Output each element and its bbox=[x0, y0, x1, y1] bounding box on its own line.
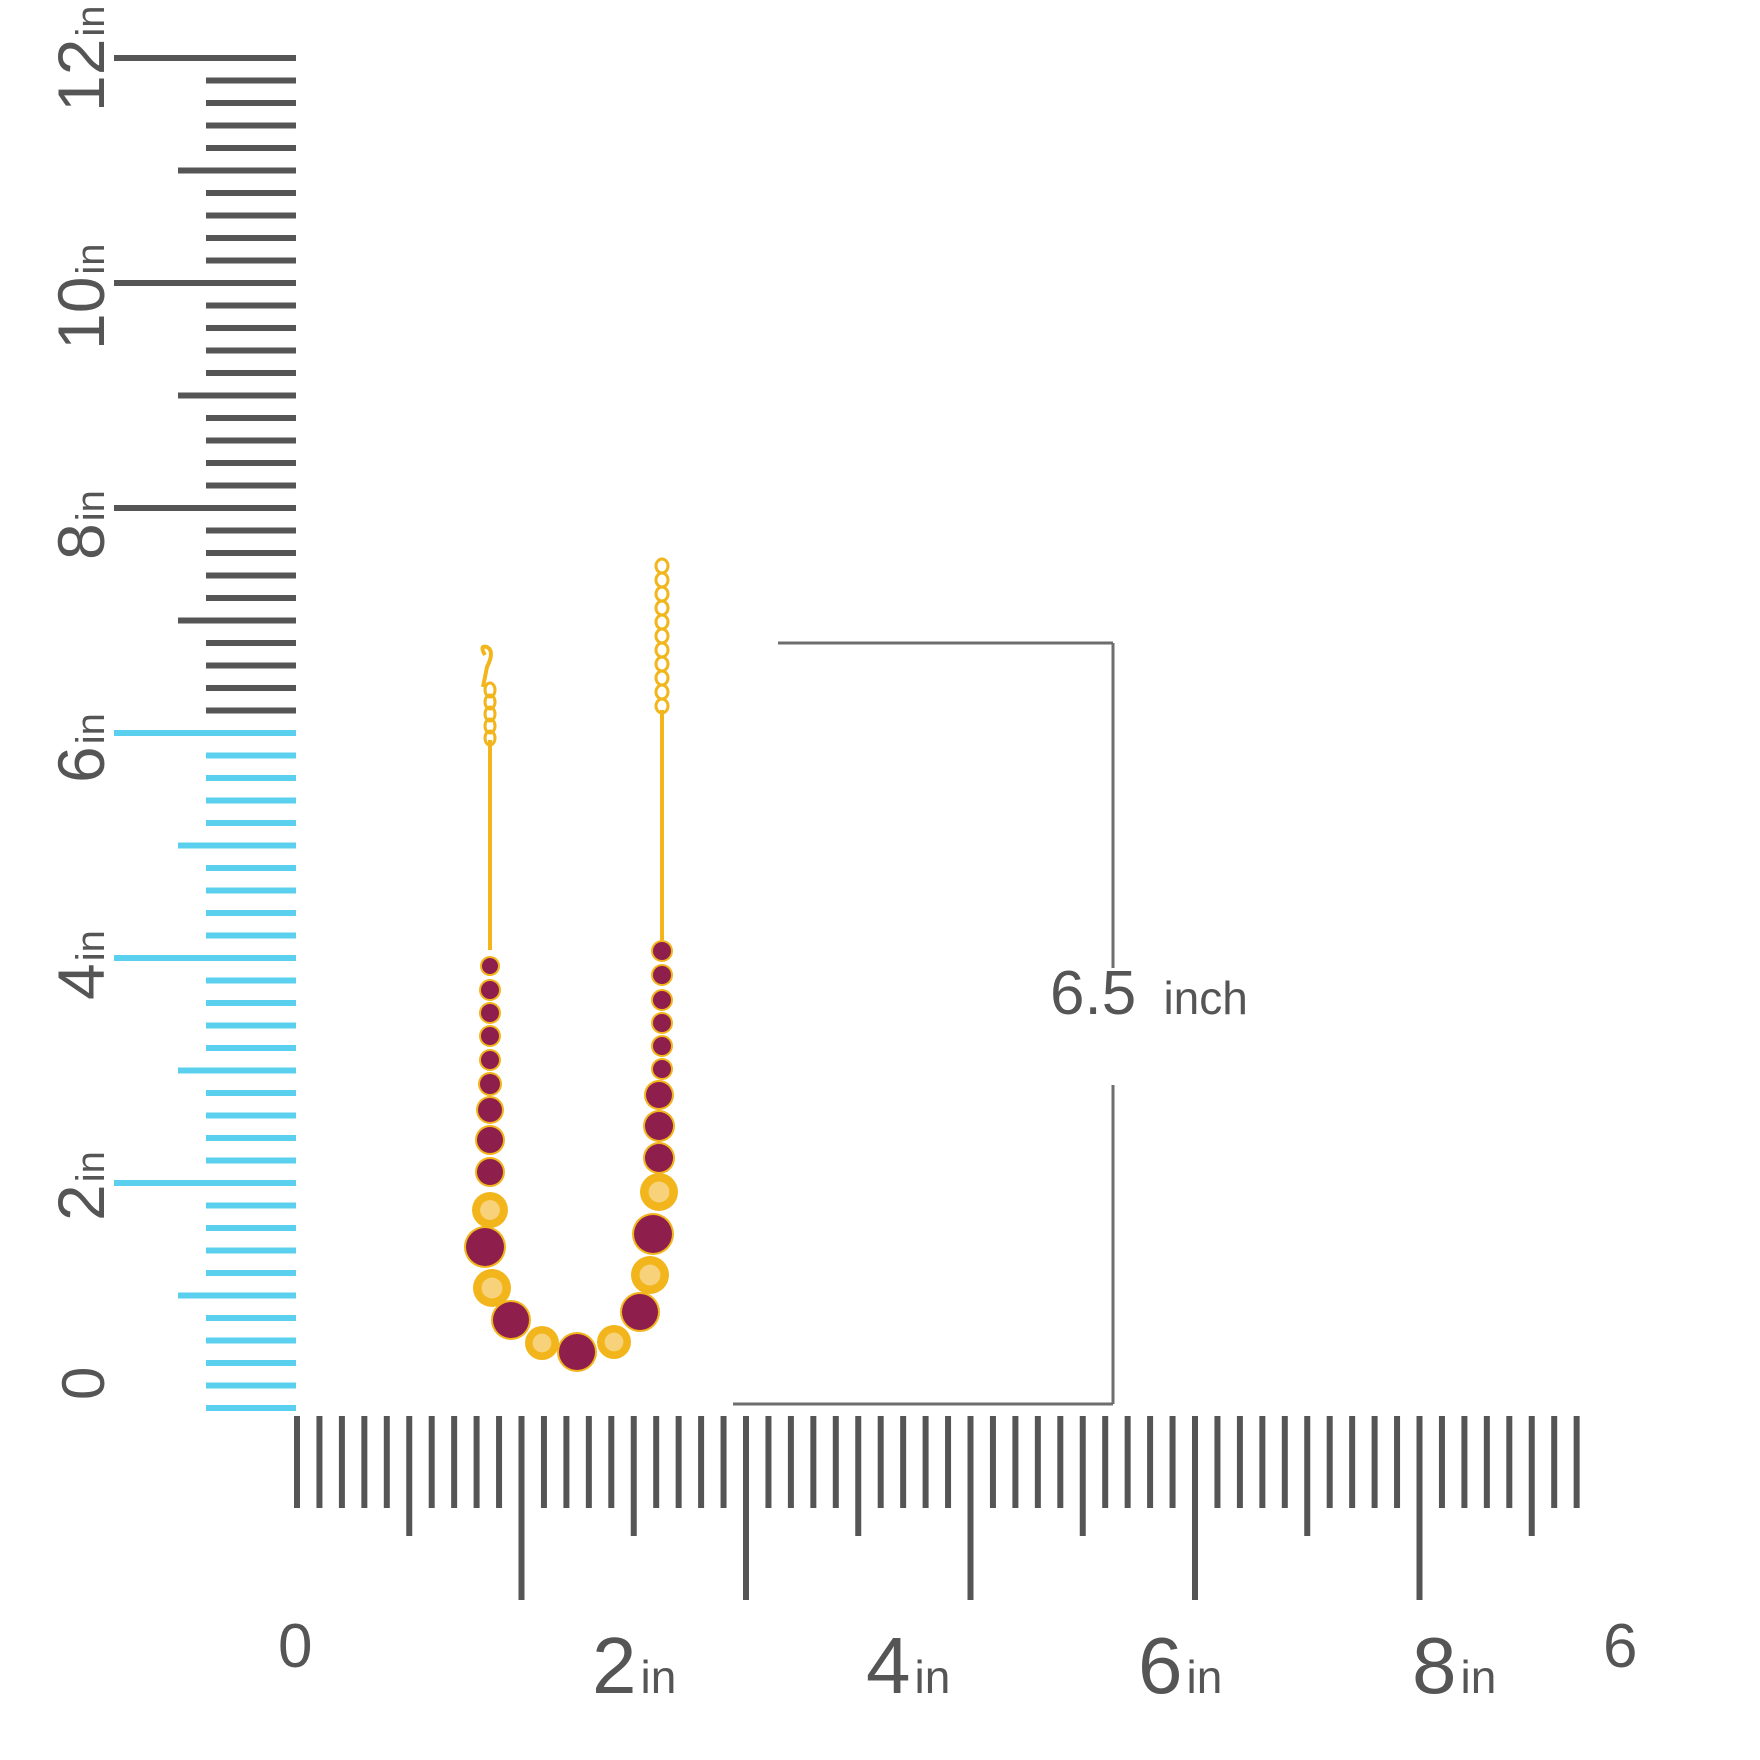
ruby-bead bbox=[477, 1127, 503, 1153]
vertical-ruler-label-unit: in bbox=[69, 243, 113, 274]
necklace-image bbox=[464, 557, 678, 1372]
vertical-ruler-label: 6in bbox=[44, 713, 118, 783]
gold-bead-detail bbox=[604, 1332, 624, 1352]
horizontal-ruler-zero-label: 0 bbox=[278, 1612, 312, 1681]
extender-link bbox=[654, 669, 670, 687]
horizontal-ruler-label: 4in bbox=[866, 1621, 950, 1710]
ruby-bead bbox=[653, 966, 671, 984]
ruby-bead bbox=[653, 1014, 671, 1032]
extender-link bbox=[654, 557, 670, 575]
vertical-ruler-label-number: 2 bbox=[44, 1184, 118, 1221]
ruby-bead bbox=[653, 1037, 671, 1055]
gold-bead-detail bbox=[639, 1264, 661, 1286]
horizontal-ruler-end-label: 6 bbox=[1603, 1612, 1637, 1681]
ruby-bead bbox=[653, 942, 671, 960]
hook-clasp bbox=[480, 644, 493, 688]
vertical-ruler-label: 12in bbox=[44, 5, 118, 112]
gold-bead-detail bbox=[648, 1181, 670, 1203]
chain-link bbox=[483, 681, 497, 699]
ruby-bead bbox=[481, 1027, 499, 1045]
vertical-ruler bbox=[114, 55, 296, 1411]
vertical-ruler-zero-label: 0 bbox=[50, 1367, 117, 1400]
horizontal-ruler-label-unit: in bbox=[915, 1651, 951, 1703]
ruby-bead bbox=[653, 1060, 671, 1078]
vertical-ruler-label-number: 4 bbox=[44, 963, 118, 1000]
horizontal-ruler-label-unit: in bbox=[641, 1651, 677, 1703]
ruby-bead bbox=[622, 1294, 658, 1330]
horizontal-ruler-label: 2in bbox=[592, 1621, 676, 1710]
vertical-ruler-label-number: 8 bbox=[44, 523, 118, 560]
ruby-bead bbox=[478, 1098, 502, 1122]
vertical-ruler-label-unit: in bbox=[69, 1151, 113, 1182]
extender-link bbox=[654, 627, 670, 645]
extender-link bbox=[654, 599, 670, 617]
ruby-bead bbox=[482, 958, 498, 974]
ruby-bead bbox=[481, 981, 499, 999]
dimension-value: 6.5 bbox=[1050, 959, 1136, 1028]
horizontal-ruler-label-number: 4 bbox=[866, 1621, 911, 1710]
ruby-bead bbox=[653, 991, 671, 1009]
ruby-bead bbox=[634, 1215, 672, 1253]
dimension-unit: inch bbox=[1163, 972, 1247, 1024]
extender-link bbox=[654, 655, 670, 673]
vertical-ruler-label: 8in bbox=[44, 490, 118, 560]
gold-bead-detail bbox=[481, 1277, 503, 1299]
chain-link bbox=[483, 705, 497, 723]
horizontal-ruler-label-number: 2 bbox=[592, 1621, 637, 1710]
horizontal-ruler-label-number: 8 bbox=[1412, 1621, 1457, 1710]
extender-link bbox=[654, 571, 670, 589]
ruby-bead bbox=[645, 1112, 673, 1140]
ruby-bead bbox=[477, 1159, 503, 1185]
extender-link bbox=[654, 641, 670, 659]
vertical-ruler-label-unit: in bbox=[69, 490, 113, 521]
extender-link bbox=[654, 585, 670, 603]
vertical-ruler-label: 4in bbox=[44, 930, 118, 1000]
dimension-bracket bbox=[733, 641, 1115, 1406]
vertical-ruler-label-number: 12 bbox=[44, 39, 118, 112]
vertical-ruler-label-unit: in bbox=[69, 930, 113, 961]
horizontal-ruler-label-number: 6 bbox=[1138, 1621, 1183, 1710]
ruby-bead bbox=[481, 1051, 499, 1069]
dimension-label: 6.5 inch bbox=[1050, 959, 1248, 1028]
chain-link bbox=[483, 693, 497, 711]
vertical-ruler-label-unit: in bbox=[69, 713, 113, 744]
horizontal-ruler bbox=[294, 1416, 1580, 1600]
ruby-bead bbox=[466, 1228, 504, 1266]
chain-link bbox=[483, 717, 497, 735]
extender-link bbox=[654, 613, 670, 631]
vertical-ruler-label: 10in bbox=[44, 243, 118, 350]
extender-link bbox=[654, 683, 670, 701]
vertical-ruler-label-number: 6 bbox=[44, 746, 118, 783]
gold-bead-detail bbox=[480, 1200, 500, 1220]
ruby-bead bbox=[646, 1082, 672, 1108]
vertical-ruler-label-unit: in bbox=[69, 5, 113, 36]
vertical-ruler-label: 2in bbox=[44, 1151, 118, 1221]
horizontal-ruler-label-unit: in bbox=[1461, 1651, 1497, 1703]
ruby-bead bbox=[493, 1302, 529, 1338]
ruby-bead bbox=[559, 1334, 595, 1370]
horizontal-ruler-label: 8in bbox=[1412, 1621, 1496, 1710]
horizontal-ruler-label-unit: in bbox=[1187, 1651, 1223, 1703]
vertical-ruler-label-number: 10 bbox=[44, 277, 118, 350]
ruby-bead bbox=[645, 1144, 673, 1172]
ruby-bead bbox=[481, 1004, 499, 1022]
horizontal-ruler-labels: 0 2in 4in 6in 8in 6 bbox=[278, 1612, 1637, 1710]
ruby-bead bbox=[480, 1074, 500, 1094]
gold-bead-detail bbox=[532, 1333, 552, 1353]
horizontal-ruler-label: 6in bbox=[1138, 1621, 1222, 1710]
